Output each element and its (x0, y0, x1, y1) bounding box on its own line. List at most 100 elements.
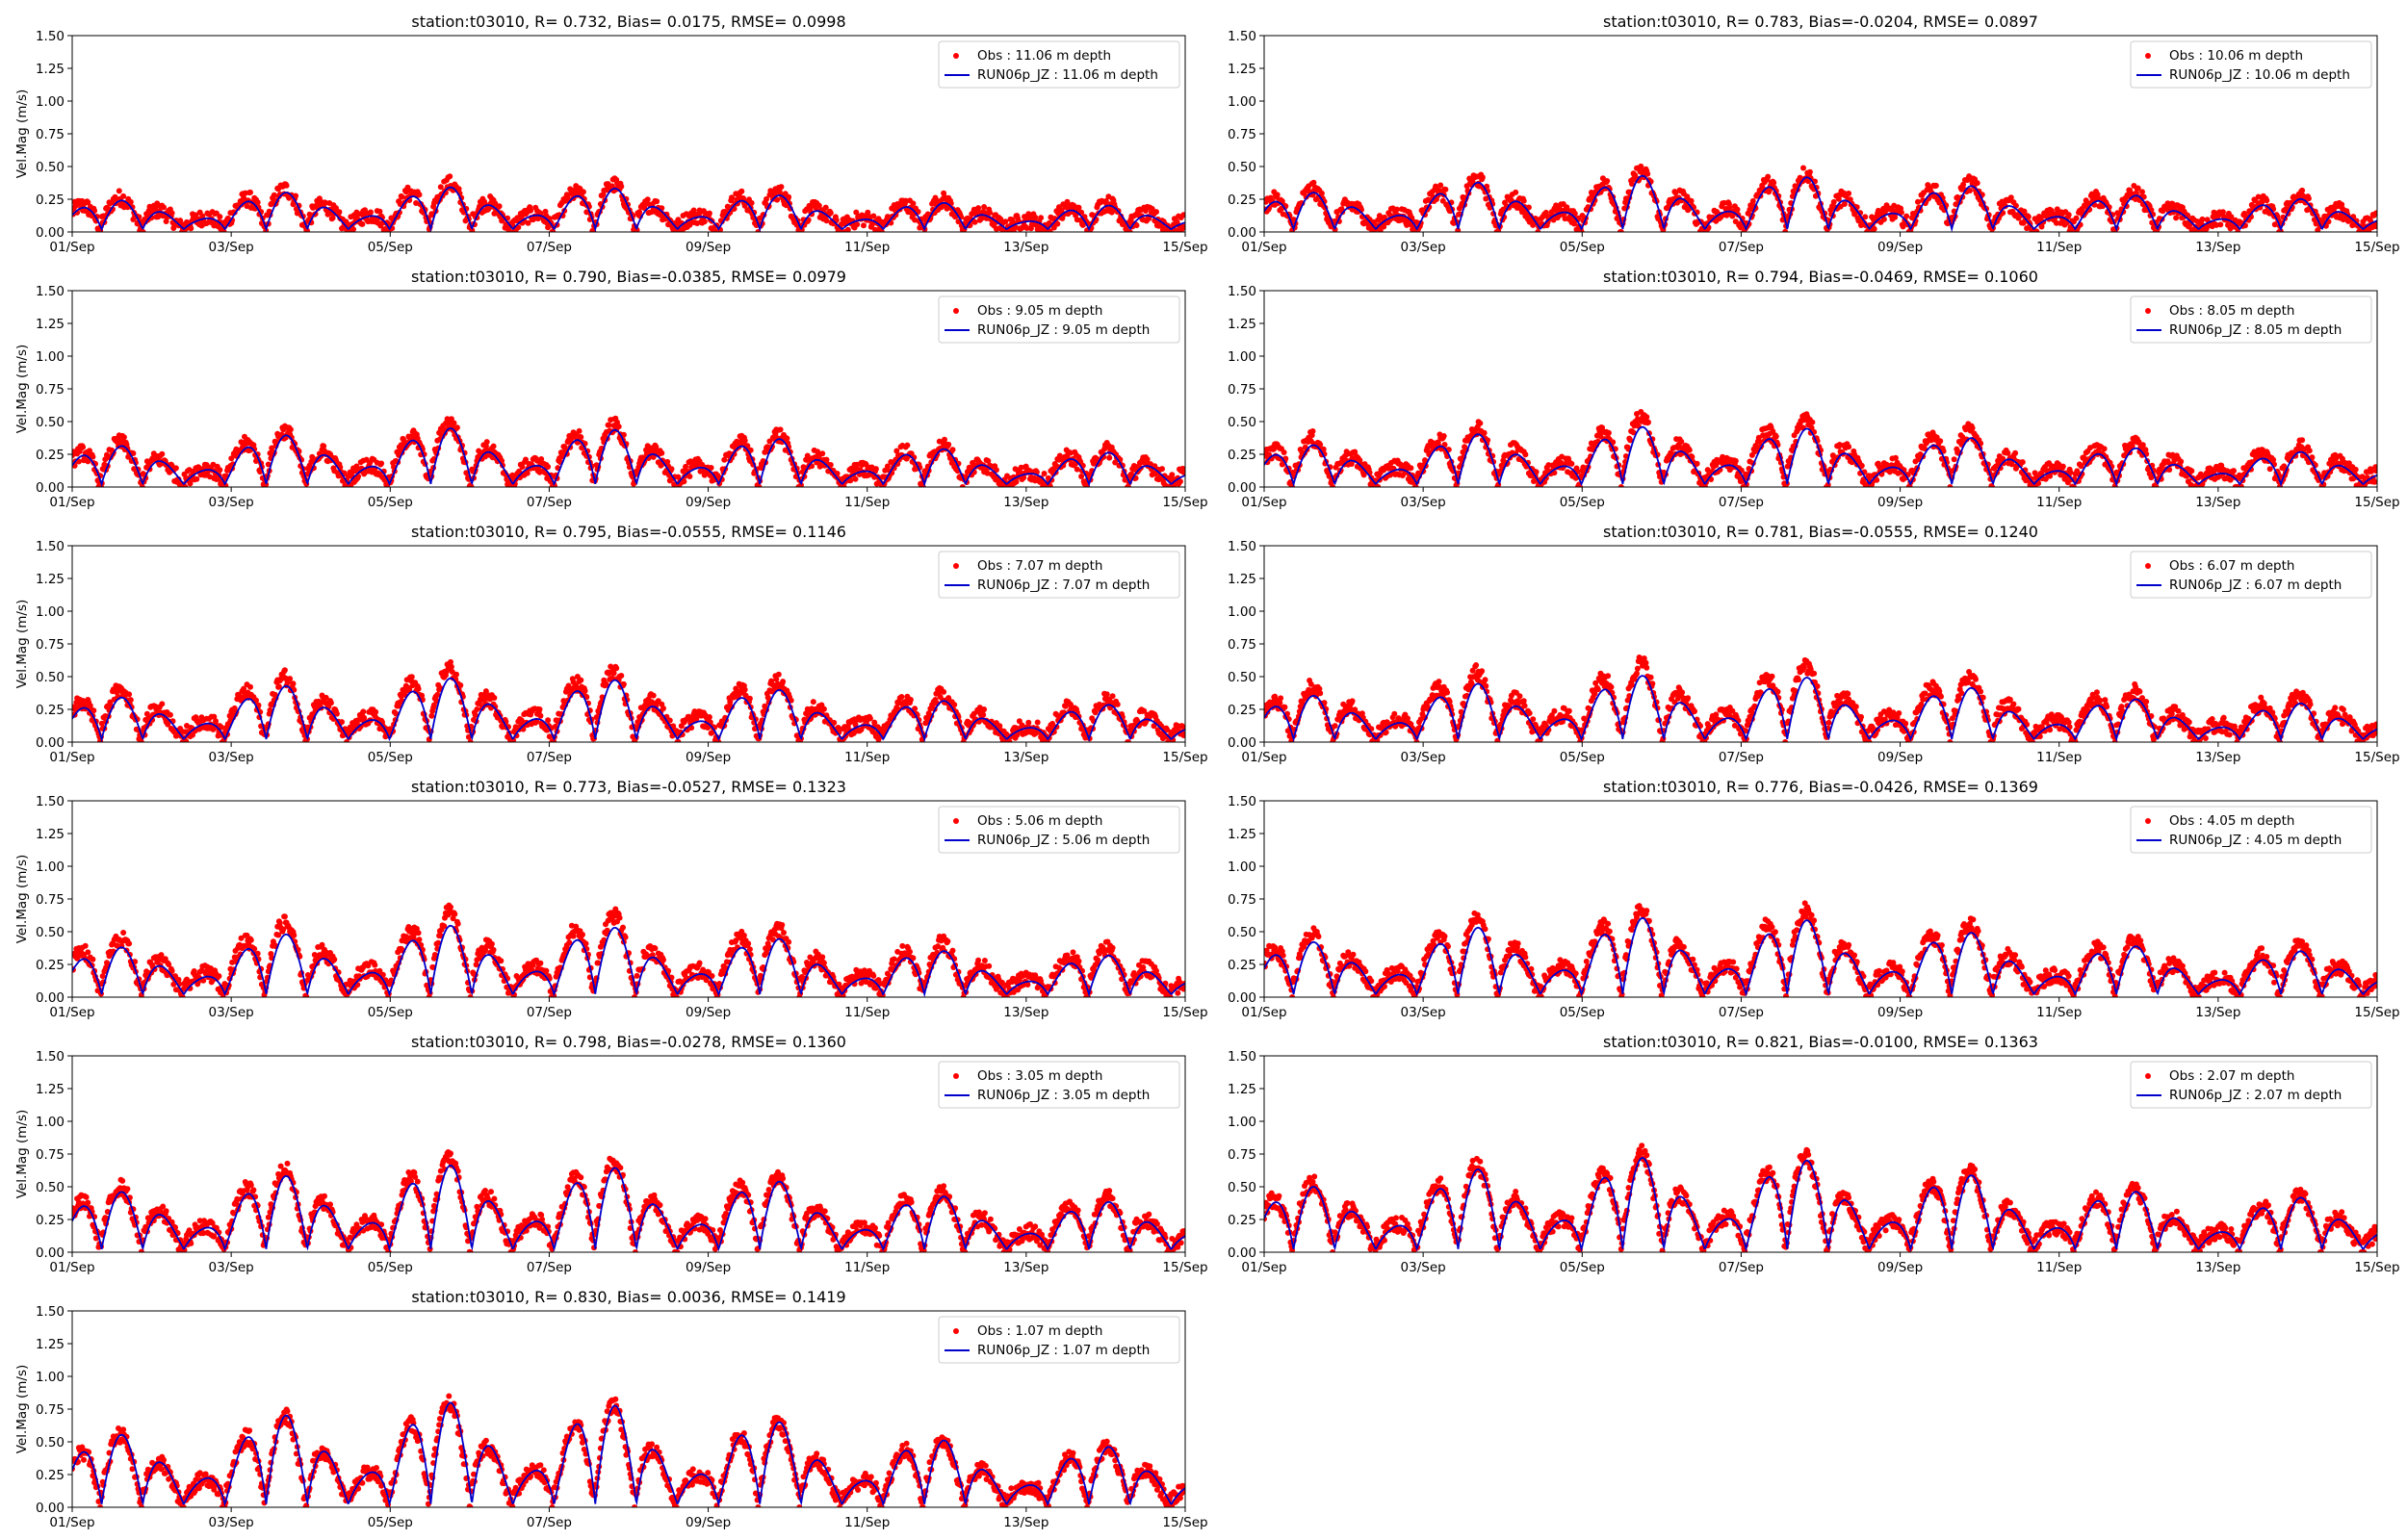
obs-point (1578, 229, 1585, 232)
obs-point (217, 214, 223, 220)
legend-box (938, 40, 1180, 89)
y-tick-label: 1.00 (1228, 349, 1256, 365)
subplot-title: station:t03010, R= 0.794, Bias=-0.0469, … (1603, 268, 2038, 286)
obs-point (1181, 469, 1185, 475)
obs-point (902, 197, 909, 204)
y-tick-label: 0.75 (1228, 382, 1256, 398)
obs-point (1038, 215, 1045, 221)
obs-point (1898, 209, 1904, 216)
obs-point (904, 442, 911, 449)
obs-point (618, 183, 625, 190)
y-tick-label: 0.25 (36, 448, 65, 463)
x-tick-label: 07/Sep (1719, 495, 1764, 510)
obs-point (1967, 188, 1973, 193)
legend-box (2130, 40, 2372, 89)
obs-point (1915, 198, 1921, 205)
obs-point (764, 195, 769, 202)
obs-point (576, 427, 582, 434)
obs-point (1180, 212, 1185, 218)
subplot-title: station:t03010, R= 0.790, Bias=-0.0385, … (411, 268, 846, 286)
obs-point (819, 450, 826, 457)
obs-point (1734, 206, 1741, 213)
legend-obs-label: Obs : 10.06 m depth (2169, 48, 2303, 64)
legend-model-label: RUN06p_JZ : 10.06 m depth (2169, 67, 2350, 83)
obs-point (271, 192, 277, 198)
obs-point (1862, 214, 1869, 220)
obs-point (1765, 173, 1772, 180)
legend-model-label: RUN06p_JZ : 11.06 m depth (977, 67, 1158, 83)
x-tick-label: 09/Sep (1877, 495, 1923, 510)
obs-point (1880, 216, 1887, 222)
obs-point (644, 196, 651, 203)
obs-point (721, 456, 728, 463)
obs-point (1309, 428, 1316, 434)
obs-point (1771, 179, 1777, 186)
obs-point (615, 424, 622, 430)
subplot-3: station:t03010, R= 0.790, Bias=-0.0385, … (14, 268, 1208, 510)
x-tick-label: 13/Sep (1003, 495, 1048, 510)
x-tick-label: 01/Sep (49, 495, 94, 510)
obs-point (1169, 472, 1176, 478)
legend-obs-label: Obs : 11.06 m depth (977, 48, 1111, 64)
x-tick-label: 05/Sep (1560, 240, 1605, 255)
obs-point (505, 228, 512, 232)
obs-point (1002, 218, 1009, 225)
obs-point (1732, 457, 1739, 464)
obs-point (729, 194, 735, 201)
axes-frame (71, 35, 1186, 233)
y-tick-label: 1.50 (36, 29, 65, 44)
obs-point (2266, 210, 2273, 217)
obs-point (636, 209, 643, 216)
y-axis-label: Vel.Mag (m/s) (14, 345, 30, 434)
obs-point (823, 218, 830, 224)
obs-point (1604, 178, 1611, 184)
obs-point (1903, 213, 1910, 219)
obs-point (1960, 181, 1967, 188)
obs-point (1571, 220, 1577, 227)
data-area (72, 415, 1185, 487)
obs-point (1846, 444, 1852, 450)
obs-point (453, 424, 460, 431)
obs-point (293, 192, 299, 199)
obs-point (2065, 212, 2072, 218)
obs-point (254, 199, 261, 206)
obs-point (1632, 172, 1639, 179)
obs-point (1809, 419, 1816, 425)
legend-obs-label: Obs : 9.05 m depth (977, 303, 1102, 319)
obs-point (1688, 197, 1695, 204)
obs-point (786, 193, 792, 200)
obs-point (1535, 229, 1541, 232)
x-tick-label: 07/Sep (1719, 240, 1764, 255)
obs-point (1074, 466, 1080, 473)
x-tick-label: 15/Sep (2354, 240, 2399, 255)
data-area (1264, 408, 2377, 487)
obs-point (1513, 189, 1519, 195)
obs-point (870, 213, 877, 219)
obs-point (2173, 215, 2180, 221)
obs-point (2372, 223, 2377, 230)
obs-point (525, 219, 531, 226)
obs-point (139, 484, 145, 487)
y-tick-label: 1.00 (36, 94, 65, 110)
y-tick-label: 0.75 (36, 127, 65, 142)
obs-point (2264, 197, 2270, 204)
y-tick-label: 0.50 (36, 160, 65, 175)
legend: Obs : 11.06 m depth RUN06p_JZ : 11.06 m d… (938, 40, 1180, 89)
series-obs (1264, 408, 2377, 487)
y-tick-label: 1.50 (1228, 284, 1256, 299)
obs-point (1542, 209, 1549, 216)
obs-point (971, 218, 978, 225)
subplot-2: station:t03010, R= 0.783, Bias=-0.0204, … (1228, 13, 2400, 255)
obs-point (1737, 224, 1744, 231)
x-tick-label: 11/Sep (844, 495, 890, 510)
subplot-title: station:t03010, R= 0.732, Bias= 0.0175, … (411, 13, 845, 31)
obs-point (1871, 225, 1877, 232)
y-axis-label: Vel.Mag (m/s) (14, 90, 30, 179)
obs-point (437, 184, 444, 191)
obs-point (686, 474, 693, 479)
x-tick-label: 13/Sep (2195, 240, 2240, 255)
y-tick-label: 0.75 (1228, 127, 1256, 142)
obs-point (1126, 229, 1133, 232)
x-tick-label: 03/Sep (209, 240, 254, 255)
obs-point (822, 204, 829, 211)
